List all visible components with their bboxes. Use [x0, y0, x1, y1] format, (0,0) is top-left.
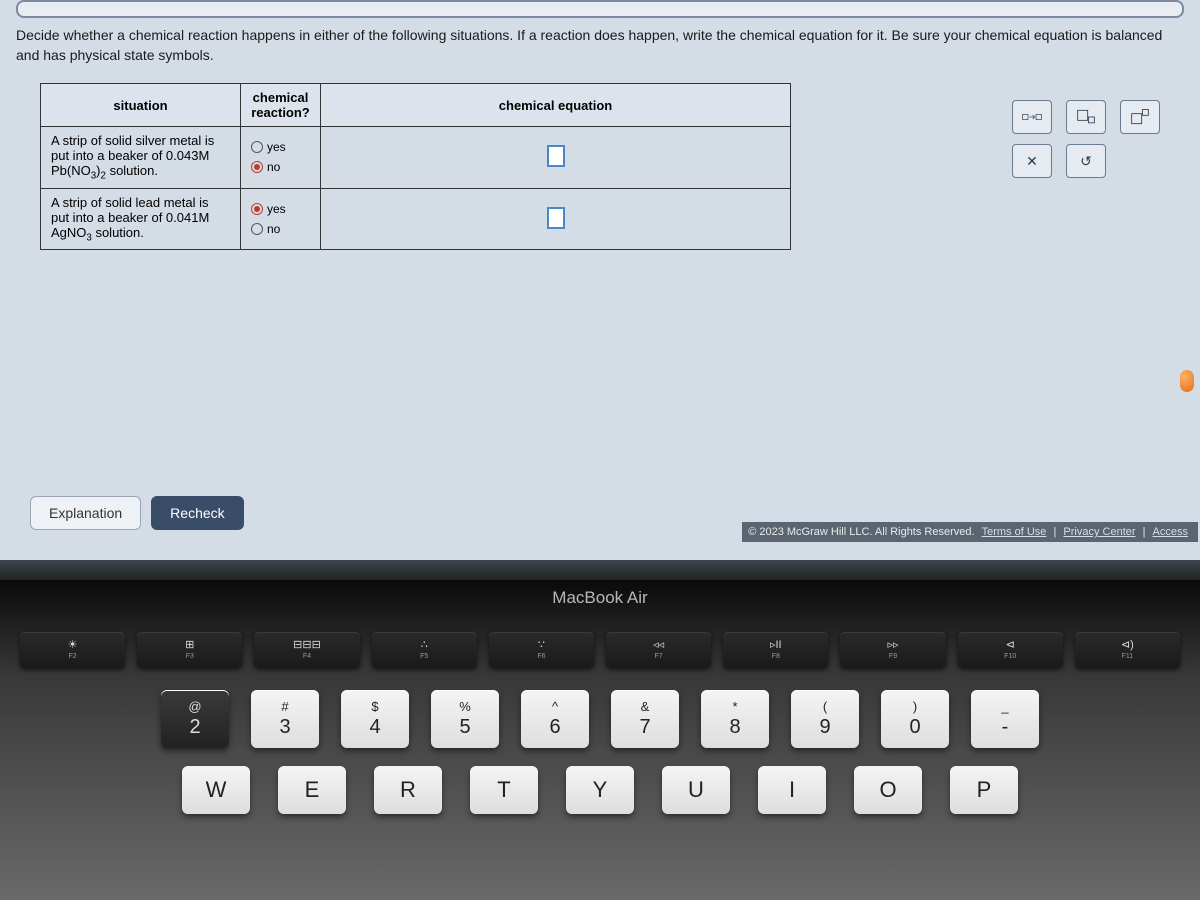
letter-key: W	[182, 766, 250, 814]
equation-input-box[interactable]	[547, 145, 565, 167]
radio-label: no	[267, 222, 280, 236]
th-equation: chemical equation	[321, 84, 791, 127]
explanation-button[interactable]: Explanation	[30, 496, 141, 530]
fn-key: ⊲)F11	[1075, 632, 1180, 668]
letter-key: U	[662, 766, 730, 814]
close-icon: ✕	[1026, 153, 1038, 170]
radio-no[interactable]: no	[251, 222, 280, 236]
table-row: A strip of solid silver metal is put int…	[41, 127, 791, 189]
letter-key: I	[758, 766, 826, 814]
number-key: _-	[971, 690, 1039, 748]
equation-cell[interactable]	[321, 127, 791, 189]
number-key: *8	[701, 690, 769, 748]
clear-button[interactable]: ✕	[1012, 144, 1052, 178]
radio-group: yes no	[251, 198, 310, 240]
question-instructions: Decide whether a chemical reaction happe…	[16, 26, 1184, 65]
letter-key: Y	[566, 766, 634, 814]
fn-key: ▹▹F9	[840, 632, 945, 668]
number-key: (9	[791, 690, 859, 748]
empty-input-box	[16, 0, 1184, 18]
radio-label: yes	[267, 202, 286, 216]
letter-key: R	[374, 766, 442, 814]
number-key: ^6	[521, 690, 589, 748]
radio-icon	[251, 141, 263, 153]
situation-cell: A strip of solid silver metal is put int…	[41, 127, 241, 189]
situation-text: solution.	[106, 163, 158, 178]
radio-no[interactable]: no	[251, 160, 280, 174]
letter-key-row: WERTYUIOP	[0, 766, 1200, 814]
letter-key: P	[950, 766, 1018, 814]
fn-key: ☀F2	[20, 632, 125, 668]
subscript-tool-button[interactable]	[1066, 100, 1106, 134]
subscript-icon	[1076, 108, 1096, 126]
reaction-table: situation chemical reaction? chemical eq…	[40, 83, 791, 250]
undo-icon: ↺	[1080, 153, 1092, 170]
reset-button[interactable]: ↺	[1066, 144, 1106, 178]
superscript-icon	[1130, 108, 1150, 126]
letter-key: O	[854, 766, 922, 814]
fn-key: ⊟⊟⊟F4	[254, 632, 359, 668]
fn-key: ∴F5	[372, 632, 477, 668]
th-reaction: chemical reaction?	[241, 84, 321, 127]
radio-icon	[251, 223, 263, 235]
letter-key: T	[470, 766, 538, 814]
equation-input-box[interactable]	[547, 207, 565, 229]
terms-link[interactable]: Terms of Use	[982, 526, 1047, 538]
number-key: @2	[161, 690, 229, 748]
fn-key: ⊲F10	[958, 632, 1063, 668]
radio-yes[interactable]: yes	[251, 202, 286, 216]
letter-key: E	[278, 766, 346, 814]
radio-label: no	[267, 160, 280, 174]
situation-text: solution.	[92, 225, 144, 240]
copyright-text: © 2023 McGraw Hill LLC. All Rights Reser…	[748, 526, 974, 538]
number-key-row: @2 #3 $4 %5 ^6&7 *8 (9 )0 _-	[0, 690, 1200, 748]
pencil-icon	[1180, 370, 1194, 392]
radio-group: yes no	[251, 136, 310, 178]
arrow-icon	[1022, 108, 1042, 126]
fn-key: ◃◃F7	[606, 632, 711, 668]
radio-yes[interactable]: yes	[251, 140, 286, 154]
action-buttons: Explanation Recheck	[30, 496, 244, 530]
radio-label: yes	[267, 140, 286, 154]
number-key: $4	[341, 690, 409, 748]
bezel-label: MacBook Air	[0, 580, 1200, 608]
radio-icon	[251, 203, 263, 215]
number-key: &7	[611, 690, 679, 748]
situation-cell: A strip of solid lead metal is put into …	[41, 188, 241, 250]
equation-cell[interactable]	[321, 188, 791, 250]
number-key: %5	[431, 690, 499, 748]
fn-key: ∵F6	[489, 632, 594, 668]
radio-icon	[251, 161, 263, 173]
function-key-row: ☀F2 ⊞F3 ⊟⊟⊟F4 ∴F5 ∵F6 ◃◃F7 ▹IIF8 ▹▹F9 ⊲F10 ⊲)F11	[0, 632, 1200, 668]
app-screen: Decide whether a chemical reaction happe…	[0, 0, 1200, 560]
footer: © 2023 McGraw Hill LLC. All Rights Reser…	[742, 522, 1198, 542]
laptop-keyboard: MacBook Air ☀F2 ⊞F3 ⊟⊟⊟F4 ∴F5 ∵F6 ◃◃F7 ▹IIF8 ▹▹…	[0, 580, 1200, 900]
number-key: )0	[881, 690, 949, 748]
arrow-tool-button[interactable]	[1012, 100, 1052, 134]
fn-key: ⊞F3	[137, 632, 242, 668]
th-situation: situation	[41, 84, 241, 127]
table-row: A strip of solid lead metal is put into …	[41, 188, 791, 250]
number-key: #3	[251, 690, 319, 748]
recheck-button[interactable]: Recheck	[151, 496, 243, 530]
superscript-tool-button[interactable]	[1120, 100, 1160, 134]
access-link[interactable]: Access	[1153, 526, 1188, 538]
fn-key: ▹IIF8	[723, 632, 828, 668]
equation-toolbox: ✕ ↺	[1012, 100, 1160, 178]
privacy-link[interactable]: Privacy Center	[1063, 526, 1135, 538]
